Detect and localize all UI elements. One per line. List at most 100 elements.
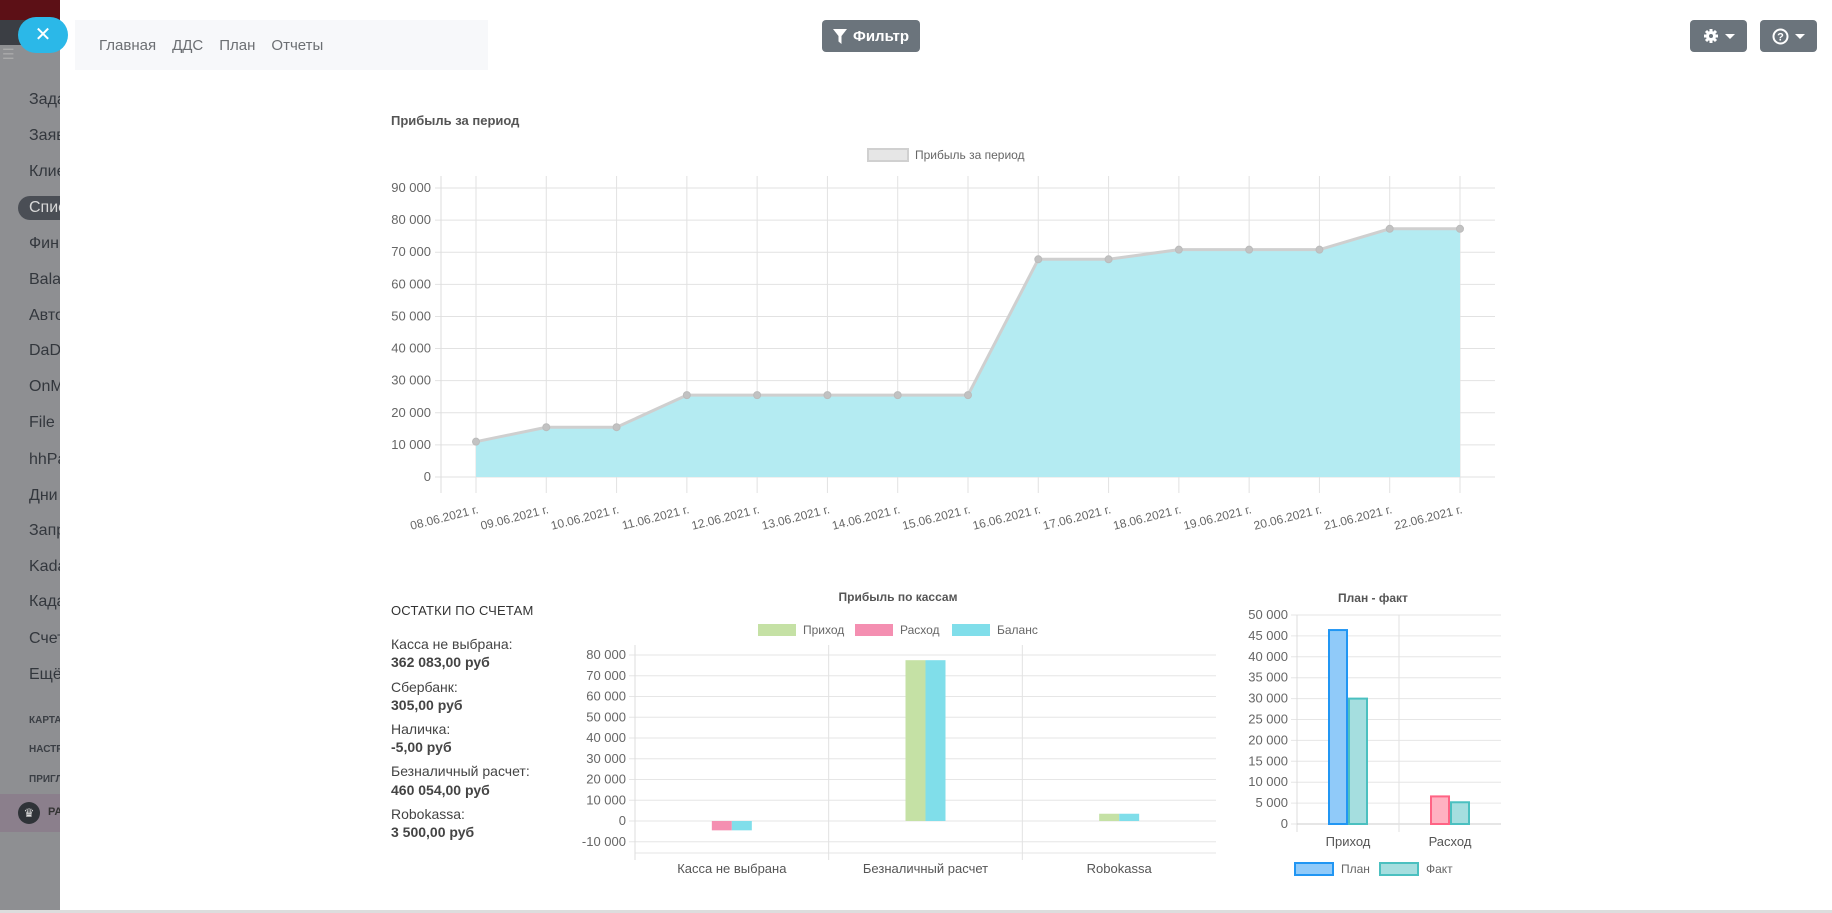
sidebar-item[interactable]: File F	[29, 414, 60, 431]
y-tick-label: 30 000	[586, 751, 626, 766]
legend-label: Факт	[1426, 862, 1453, 876]
y-tick-label: 35 000	[1248, 670, 1288, 685]
sidebar-item[interactable]: Дни	[29, 487, 58, 504]
sidebar-item[interactable]: Спис	[18, 196, 60, 220]
y-tick-label: 10 000	[586, 792, 626, 807]
area-fill	[476, 228, 1460, 477]
help-dropdown-button[interactable]: ?	[1760, 20, 1817, 52]
y-tick-label: 10 000	[1248, 774, 1288, 789]
bar	[711, 821, 732, 831]
sidebar-item[interactable]: Клие	[29, 163, 60, 180]
legend-swatch	[1379, 862, 1419, 876]
y-tick-label: 60 000	[391, 276, 431, 291]
sidebar-item[interactable]: Зада	[29, 91, 60, 108]
y-tick-label: 70 000	[586, 668, 626, 683]
y-tick-label: 5 000	[1255, 795, 1288, 810]
y-tick-label: -10 000	[582, 834, 626, 849]
sidebar-item[interactable]: Kada	[29, 558, 60, 575]
bar	[1099, 813, 1120, 821]
sidebar-item[interactable]: Фин	[29, 235, 59, 252]
account-label: Безналичный расчет:	[391, 763, 530, 779]
x-tick-label: 11.06.2021 г.	[620, 502, 690, 532]
filter-button[interactable]: Фильтр	[822, 20, 920, 52]
sidebar-item[interactable]: Запр	[29, 522, 60, 539]
nav-dds[interactable]: ДДС	[172, 36, 204, 54]
x-tick-label: 22.06.2021 г.	[1393, 502, 1464, 532]
x-tick-label: 20.06.2021 г.	[1252, 502, 1323, 532]
sidebar-section-caption[interactable]: НАСТР	[29, 744, 60, 755]
legend-swatch	[758, 624, 796, 636]
sidebar-item[interactable]: OnM	[29, 378, 60, 395]
account-label: Robokassa:	[391, 806, 465, 822]
caret-down-icon	[1724, 33, 1735, 39]
svg-text:?: ?	[1777, 31, 1784, 43]
close-icon: ✕	[34, 24, 52, 46]
sidebar-item[interactable]: Заяв	[29, 127, 60, 144]
y-tick-label: 10 000	[391, 437, 431, 452]
y-tick-label: 50 000	[391, 308, 431, 323]
x-tick-label: Расход	[1429, 834, 1472, 849]
y-tick-label: 80 000	[391, 212, 431, 227]
legend-label: Расход	[900, 623, 940, 637]
account-value: 362 083,00 руб	[391, 654, 490, 670]
x-tick-label: 21.06.2021 г.	[1322, 502, 1393, 532]
x-tick-label: 12.06.2021 г.	[690, 502, 761, 532]
y-tick-label: 40 000	[391, 341, 431, 356]
y-tick-label: 30 000	[391, 373, 431, 388]
x-tick-label: Касса не выбрана	[677, 861, 787, 876]
sidebar-section-caption[interactable]: КАРТА	[29, 715, 60, 726]
nav-home[interactable]: Главная	[99, 36, 157, 54]
sidebar-item[interactable]: DaD	[29, 342, 60, 359]
bar	[925, 660, 946, 821]
settings-dropdown-button[interactable]	[1690, 20, 1747, 52]
x-tick-label: 19.06.2021 г.	[1182, 502, 1253, 532]
sidebar-item[interactable]: Bala	[29, 271, 60, 288]
y-tick-label: 80 000	[586, 647, 626, 662]
sidebar-item[interactable]: hhPa	[29, 451, 60, 468]
x-tick-label: 08.06.2021 г.	[409, 502, 480, 532]
y-tick-label: 45 000	[1248, 628, 1288, 643]
y-tick-label: 40 000	[586, 730, 626, 745]
nav-plan[interactable]: План	[219, 36, 256, 54]
account-label: Сбербанк:	[391, 679, 458, 695]
close-panel-button[interactable]: ✕	[18, 17, 68, 53]
data-point	[542, 423, 551, 432]
sidebar-item[interactable]: Ещё	[29, 666, 60, 683]
legend-label: Баланс	[997, 623, 1038, 637]
account-value: 305,00 руб	[391, 697, 463, 713]
x-tick-label: Безналичный расчет	[863, 861, 988, 876]
legend-swatch	[867, 148, 909, 162]
question-circle-icon: ?	[1772, 28, 1789, 44]
bar	[1119, 813, 1140, 821]
account-value: 460 054,00 руб	[391, 782, 490, 798]
nav-reports[interactable]: Отчеты	[271, 36, 324, 54]
bar	[1328, 629, 1348, 825]
data-point	[612, 423, 621, 432]
data-point	[1245, 245, 1254, 254]
data-point	[1385, 224, 1394, 233]
x-tick-label: 13.06.2021 г.	[760, 502, 831, 532]
data-point	[1456, 224, 1464, 233]
sidebar-upgrade-label[interactable]: РА	[48, 806, 60, 818]
sidebar-item[interactable]: Када	[29, 593, 60, 610]
x-tick-label: Приход	[1326, 834, 1371, 849]
y-tick-label: 25 000	[1248, 712, 1288, 727]
sidebar-item[interactable]: Счет	[29, 630, 60, 647]
x-tick-label: 18.06.2021 г.	[1112, 502, 1183, 532]
legend-swatch	[952, 624, 990, 636]
y-tick-label: 20 000	[1248, 732, 1288, 747]
account-label: Касса не выбрана:	[391, 636, 513, 652]
sidebar-top-bar	[0, 0, 60, 20]
hamburger-icon[interactable]: ☰	[2, 46, 15, 62]
bar	[731, 821, 752, 831]
sidebar-item[interactable]: Авто	[29, 307, 60, 324]
account-label: Наличка:	[391, 721, 451, 737]
x-tick-label: 17.06.2021 г.	[1041, 502, 1112, 532]
sidebar-section-caption[interactable]: ПРИГЛ	[29, 774, 60, 785]
chart-title: Прибыль по кассам	[839, 590, 958, 604]
legend-label: Прибыль за период	[915, 148, 1025, 162]
top-navigation: Главная ДДС План Отчеты	[75, 20, 488, 70]
bar	[1450, 801, 1470, 825]
data-point	[1034, 255, 1043, 264]
